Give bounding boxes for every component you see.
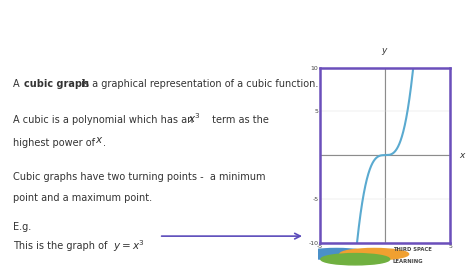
Text: A cubic is a polynomial which has an: A cubic is a polynomial which has an — [13, 115, 196, 125]
Text: highest power of: highest power of — [13, 138, 98, 148]
Text: Cubic Graph: Cubic Graph — [10, 24, 134, 42]
Text: $x$: $x$ — [459, 151, 467, 160]
Text: .: . — [103, 138, 106, 148]
FancyArrowPatch shape — [162, 233, 300, 239]
Text: E.g.: E.g. — [13, 222, 31, 233]
Text: THIRD SPACE: THIRD SPACE — [392, 247, 431, 252]
Text: cubic graph: cubic graph — [24, 79, 89, 89]
Text: LEARNING: LEARNING — [392, 259, 423, 264]
Text: $y$: $y$ — [381, 46, 389, 57]
Text: $x^3$: $x^3$ — [188, 111, 201, 125]
Text: This is the graph of: This is the graph of — [13, 241, 113, 251]
Text: $x$: $x$ — [95, 135, 103, 145]
Circle shape — [340, 249, 409, 260]
Text: term as the: term as the — [209, 115, 269, 125]
Text: A: A — [13, 79, 22, 89]
Text: Cubic graphs have two turning points -  a minimum: Cubic graphs have two turning points - a… — [13, 172, 265, 182]
Text: point and a maximum point.: point and a maximum point. — [13, 193, 152, 203]
Text: $y = x^3$: $y = x^3$ — [113, 238, 145, 254]
Circle shape — [302, 249, 371, 260]
Text: is a graphical representation of a cubic function.: is a graphical representation of a cubic… — [78, 79, 319, 89]
Circle shape — [321, 254, 390, 265]
